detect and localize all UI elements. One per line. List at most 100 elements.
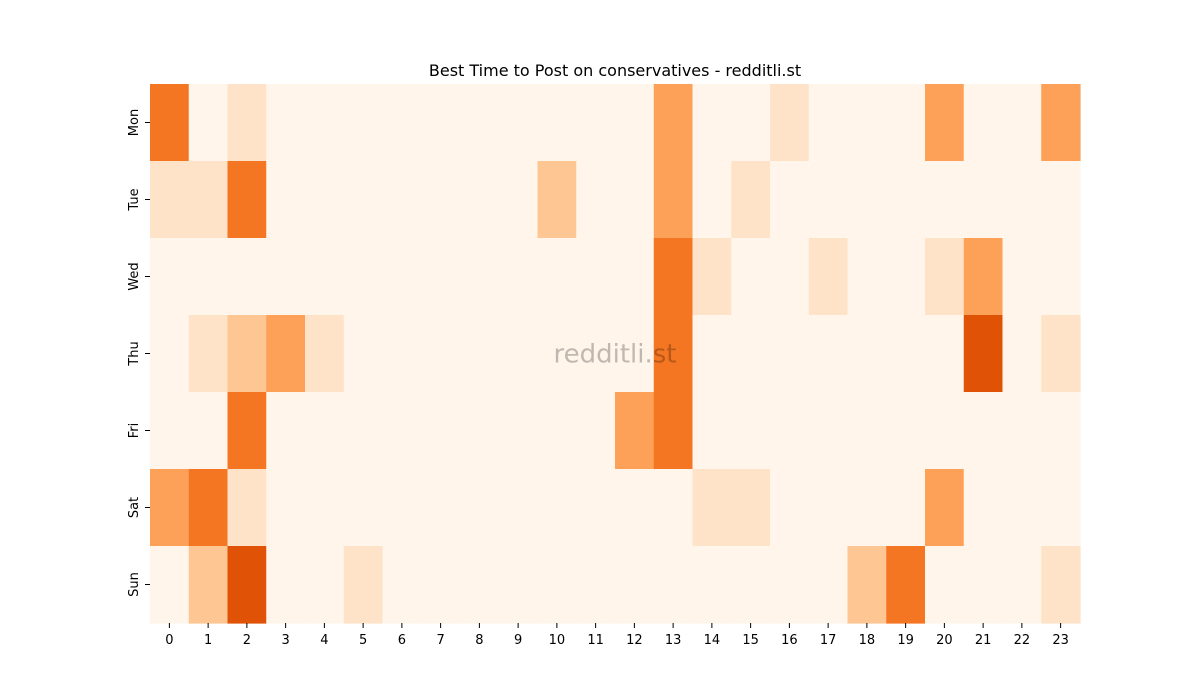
y-tick-label: Thu bbox=[127, 341, 142, 366]
watermark: redditli.st bbox=[554, 340, 677, 370]
x-tick-label: 14 bbox=[704, 633, 721, 648]
heatmap-cell-wed-16 bbox=[770, 238, 810, 316]
heatmap-cell-fri-22 bbox=[1002, 392, 1042, 470]
heatmap-cell-wed-1 bbox=[188, 238, 229, 316]
heatmap-cells bbox=[150, 84, 1081, 624]
heatmap-cell-sun-17 bbox=[808, 546, 849, 624]
heatmap-cell-sat-14 bbox=[692, 469, 732, 547]
heatmap-cell-fri-9 bbox=[498, 392, 539, 470]
heatmap-cell-thu-4 bbox=[305, 315, 345, 393]
x-tick-label: 4 bbox=[320, 633, 328, 648]
heatmap-cell-wed-10 bbox=[537, 238, 577, 316]
heatmap-cell-mon-19 bbox=[886, 84, 926, 162]
heatmap-cell-mon-8 bbox=[460, 84, 500, 162]
heatmap-cell-fri-18 bbox=[847, 392, 887, 470]
y-tick-label: Tue bbox=[127, 188, 142, 211]
heatmap-cell-tue-11 bbox=[576, 161, 616, 239]
heatmap-cell-fri-15 bbox=[731, 392, 771, 470]
heatmap-cell-mon-5 bbox=[343, 84, 384, 162]
heatmap-cell-sat-17 bbox=[808, 469, 849, 547]
heatmap-cell-wed-15 bbox=[731, 238, 771, 316]
heatmap-cell-tue-13 bbox=[653, 161, 694, 239]
y-tick-label: Sat bbox=[127, 497, 142, 518]
heatmap-cell-mon-11 bbox=[576, 84, 616, 162]
heatmap-cell-mon-23 bbox=[1041, 84, 1081, 162]
heatmap-cell-fri-5 bbox=[343, 392, 384, 470]
heatmap-cell-wed-21 bbox=[963, 238, 1004, 316]
heatmap-cell-sun-13 bbox=[653, 546, 694, 624]
heatmap-cell-tue-5 bbox=[343, 161, 384, 239]
x-tick-label: 18 bbox=[859, 633, 876, 648]
heatmap-cell-fri-20 bbox=[925, 392, 965, 470]
heatmap-cell-wed-23 bbox=[1041, 238, 1081, 316]
heatmap-cell-sat-6 bbox=[382, 469, 422, 547]
heatmap-cell-fri-10 bbox=[537, 392, 577, 470]
heatmap-cell-mon-9 bbox=[498, 84, 539, 162]
heatmap-cell-sun-4 bbox=[305, 546, 345, 624]
heatmap-cell-wed-0 bbox=[150, 238, 190, 316]
heatmap-cell-sat-12 bbox=[615, 469, 655, 547]
heatmap-cell-fri-6 bbox=[382, 392, 422, 470]
x-tick-label: 5 bbox=[359, 633, 367, 648]
heatmap-cell-sat-1 bbox=[188, 469, 229, 547]
heatmap-cell-sun-21 bbox=[963, 546, 1004, 624]
heatmap-cell-tue-10 bbox=[537, 161, 577, 239]
x-tick-label: 12 bbox=[626, 633, 643, 648]
heatmap-cell-mon-12 bbox=[615, 84, 655, 162]
heatmap-cell-mon-14 bbox=[692, 84, 732, 162]
x-tick-label: 1 bbox=[204, 633, 212, 648]
heatmap-cell-fri-21 bbox=[963, 392, 1004, 470]
heatmap-cell-sat-18 bbox=[847, 469, 887, 547]
heatmap-cell-sat-0 bbox=[150, 469, 190, 547]
heatmap-cell-mon-13 bbox=[653, 84, 694, 162]
heatmap-cell-sat-19 bbox=[886, 469, 926, 547]
heatmap-cell-sat-23 bbox=[1041, 469, 1081, 547]
x-axis: 0 1 2 3 4 5 6 7 8 9 10 11 12 13 14 15 16 17 18 19 20 21 22 23 bbox=[165, 623, 1069, 648]
heatmap-cell-wed-17 bbox=[808, 238, 849, 316]
heatmap-cell-thu-3 bbox=[266, 315, 306, 393]
heatmap-cell-sun-23 bbox=[1041, 546, 1081, 624]
heatmap-cell-thu-0 bbox=[150, 315, 190, 393]
heatmap-cell-mon-7 bbox=[421, 84, 461, 162]
y-tick-label: Sun bbox=[127, 572, 142, 597]
heatmap-cell-mon-15 bbox=[731, 84, 771, 162]
x-tick-label: 0 bbox=[165, 633, 173, 648]
heatmap-cell-thu-13 bbox=[653, 315, 694, 393]
heatmap-cell-tue-6 bbox=[382, 161, 422, 239]
heatmap-cell-fri-17 bbox=[808, 392, 849, 470]
heatmap-cell-fri-11 bbox=[576, 392, 616, 470]
heatmap-cell-sun-2 bbox=[227, 546, 267, 624]
heatmap-cell-sun-5 bbox=[343, 546, 384, 624]
heatmap-cell-tue-19 bbox=[886, 161, 926, 239]
heatmap-cell-thu-22 bbox=[1002, 315, 1042, 393]
heatmap-cell-sun-16 bbox=[770, 546, 810, 624]
heatmap-cell-thu-14 bbox=[692, 315, 732, 393]
heatmap-cell-sat-21 bbox=[963, 469, 1004, 547]
heatmap-cell-mon-4 bbox=[305, 84, 345, 162]
heatmap-cell-tue-15 bbox=[731, 161, 771, 239]
x-tick-label: 8 bbox=[475, 633, 483, 648]
heatmap-cell-thu-12 bbox=[615, 315, 655, 393]
heatmap-cell-sat-22 bbox=[1002, 469, 1042, 547]
heatmap-cell-mon-0 bbox=[150, 84, 190, 162]
heatmap-cell-sat-10 bbox=[537, 469, 577, 547]
heatmap-cell-tue-17 bbox=[808, 161, 849, 239]
heatmap-cell-wed-3 bbox=[266, 238, 306, 316]
chart-title: Best Time to Post on conservatives - red… bbox=[429, 61, 801, 80]
heatmap-cell-thu-1 bbox=[188, 315, 229, 393]
heatmap-cell-sun-7 bbox=[421, 546, 461, 624]
heatmap-cell-tue-1 bbox=[188, 161, 229, 239]
x-tick-label: 9 bbox=[514, 633, 522, 648]
heatmap-cell-sat-15 bbox=[731, 469, 771, 547]
x-tick-label: 10 bbox=[549, 633, 566, 648]
x-tick-label: 2 bbox=[243, 633, 251, 648]
x-tick-label: 6 bbox=[398, 633, 406, 648]
heatmap-cell-thu-16 bbox=[770, 315, 810, 393]
heatmap-cell-sat-13 bbox=[653, 469, 694, 547]
x-tick-label: 22 bbox=[1014, 633, 1031, 648]
heatmap-cell-wed-4 bbox=[305, 238, 345, 316]
heatmap-cell-mon-3 bbox=[266, 84, 306, 162]
heatmap-cell-sat-5 bbox=[343, 469, 384, 547]
heatmap-cell-thu-9 bbox=[498, 315, 539, 393]
